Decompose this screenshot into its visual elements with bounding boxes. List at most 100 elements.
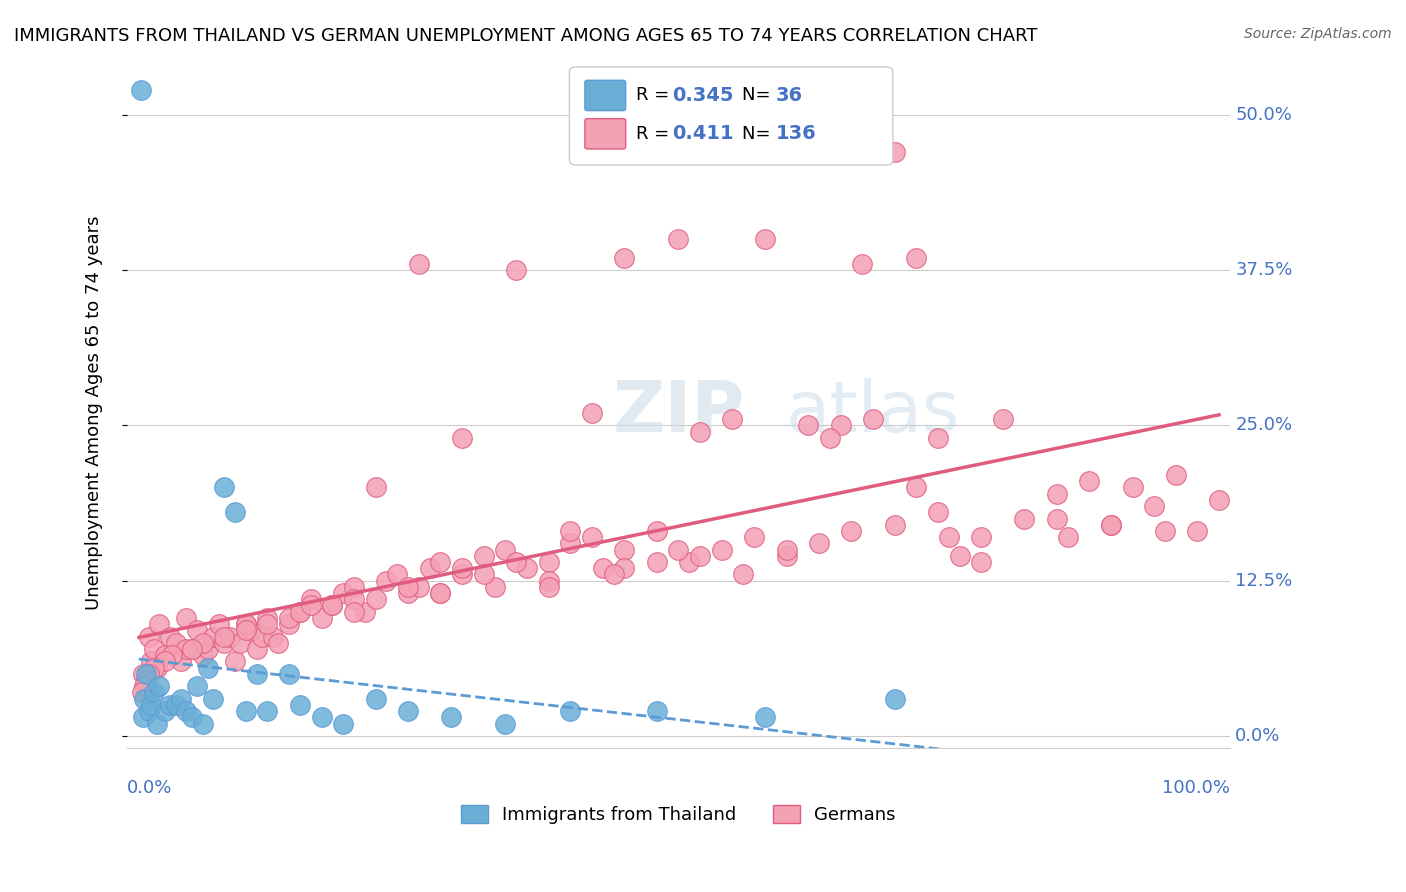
- Text: ZIP: ZIP: [612, 378, 745, 448]
- Point: [208, 617, 231, 632]
- Point: [970, 530, 993, 544]
- Point: [429, 586, 451, 600]
- Point: [1187, 524, 1209, 538]
- Point: [851, 257, 873, 271]
- Point: [288, 605, 311, 619]
- Point: [537, 580, 560, 594]
- Text: 50.0%: 50.0%: [1236, 106, 1292, 124]
- Point: [1154, 524, 1177, 538]
- Y-axis label: Unemployment Among Ages 65 to 74 years: Unemployment Among Ages 65 to 74 years: [86, 216, 103, 610]
- Point: [451, 567, 474, 582]
- Point: [288, 605, 311, 619]
- Point: [246, 666, 269, 681]
- Point: [883, 145, 905, 159]
- Point: [537, 555, 560, 569]
- Point: [1099, 517, 1122, 532]
- Point: [299, 592, 322, 607]
- Point: [138, 666, 160, 681]
- Point: [560, 704, 582, 718]
- Point: [267, 636, 290, 650]
- Text: Source: ZipAtlas.com: Source: ZipAtlas.com: [1244, 27, 1392, 41]
- Point: [1046, 486, 1069, 500]
- Point: [560, 524, 582, 538]
- Text: N=: N=: [742, 125, 776, 143]
- Legend: Immigrants from Thailand, Germans: Immigrants from Thailand, Germans: [454, 797, 903, 831]
- Point: [613, 561, 636, 575]
- Point: [212, 636, 235, 650]
- Point: [451, 431, 474, 445]
- Point: [343, 592, 366, 607]
- Point: [176, 642, 198, 657]
- Point: [419, 561, 441, 575]
- Point: [224, 505, 246, 519]
- Point: [1164, 468, 1187, 483]
- Point: [613, 542, 636, 557]
- Point: [742, 530, 765, 544]
- Text: R =: R =: [636, 125, 675, 143]
- Point: [135, 666, 157, 681]
- Text: 0.0%: 0.0%: [127, 780, 173, 797]
- Point: [991, 412, 1014, 426]
- Point: [256, 617, 278, 632]
- Point: [138, 704, 160, 718]
- Point: [321, 599, 343, 613]
- Point: [288, 698, 311, 712]
- Point: [129, 83, 152, 97]
- Point: [645, 555, 668, 569]
- Point: [613, 251, 636, 265]
- Point: [484, 580, 506, 594]
- Point: [224, 654, 246, 668]
- Text: R =: R =: [636, 87, 675, 104]
- Point: [408, 257, 430, 271]
- Point: [429, 586, 451, 600]
- Point: [278, 617, 301, 632]
- Point: [818, 431, 841, 445]
- Point: [560, 536, 582, 550]
- Point: [581, 530, 603, 544]
- Text: 136: 136: [776, 124, 817, 144]
- Point: [754, 232, 776, 246]
- Point: [1122, 480, 1144, 494]
- Point: [153, 704, 176, 718]
- Point: [970, 555, 993, 569]
- Point: [689, 425, 711, 439]
- Point: [581, 406, 603, 420]
- Point: [278, 666, 301, 681]
- Point: [883, 691, 905, 706]
- Point: [387, 567, 409, 582]
- Point: [262, 630, 284, 644]
- Point: [537, 574, 560, 588]
- Point: [666, 542, 689, 557]
- Point: [862, 412, 884, 426]
- Point: [235, 617, 257, 632]
- Text: 0.345: 0.345: [672, 86, 734, 105]
- Point: [1014, 511, 1036, 525]
- Point: [332, 716, 354, 731]
- Point: [146, 660, 169, 674]
- Point: [278, 611, 301, 625]
- Point: [191, 716, 214, 731]
- Point: [710, 542, 733, 557]
- Point: [176, 611, 198, 625]
- Point: [516, 561, 538, 575]
- Point: [159, 698, 181, 712]
- Point: [505, 263, 527, 277]
- Point: [1099, 517, 1122, 532]
- Point: [775, 542, 797, 557]
- Point: [440, 710, 463, 724]
- Point: [180, 642, 202, 657]
- Point: [135, 679, 157, 693]
- Text: atlas: atlas: [786, 378, 960, 448]
- Point: [938, 530, 960, 544]
- Text: 37.5%: 37.5%: [1236, 261, 1292, 279]
- Point: [396, 580, 419, 594]
- Point: [132, 666, 155, 681]
- Point: [235, 624, 257, 638]
- Point: [240, 624, 263, 638]
- Point: [138, 630, 160, 644]
- Point: [948, 549, 970, 563]
- Text: 0.0%: 0.0%: [1236, 727, 1281, 745]
- Text: 36: 36: [776, 86, 803, 105]
- Point: [153, 654, 176, 668]
- Point: [180, 710, 202, 724]
